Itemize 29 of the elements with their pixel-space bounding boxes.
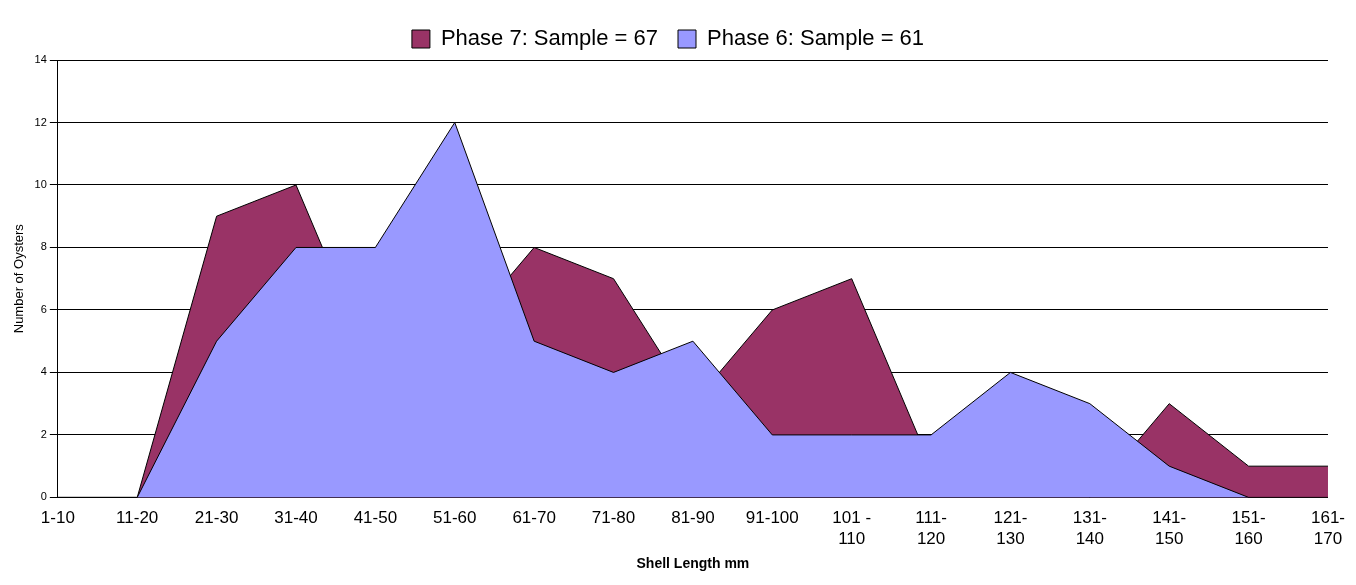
x-tick-label: 51-60 <box>433 508 477 528</box>
x-tick-label: 111-120 <box>915 508 947 548</box>
x-tick-label: 41-50 <box>353 508 398 528</box>
x-tick-label: 161-170 <box>1310 508 1345 548</box>
x-tick-label: 71-80 <box>591 508 636 528</box>
x-tick-label: 151-160 <box>1231 508 1266 548</box>
y-tick-label: 12 <box>34 115 47 128</box>
y-tick-label: 0 <box>40 490 47 503</box>
x-axis-title: Shell Length mm <box>636 555 750 572</box>
legend-label: Phase 6: Sample = 61 <box>707 25 925 51</box>
y-tick-label: 4 <box>40 365 47 378</box>
x-tick-label: 101 - 110 <box>832 508 872 548</box>
x-tick-label: 21-30 <box>194 508 239 528</box>
y-tick-label: 8 <box>40 240 47 253</box>
y-tick-label: 14 <box>34 53 47 66</box>
x-tick-label: 31-40 <box>274 508 318 528</box>
x-tick-label: 141-150 <box>1152 508 1187 548</box>
x-tick-label: 61-70 <box>512 508 556 528</box>
y-tick-label: 6 <box>40 302 47 315</box>
x-tick-label: 91-100 <box>745 508 799 528</box>
x-tick-label: 11-20 <box>116 508 159 528</box>
x-tick-label: 81-90 <box>671 508 715 528</box>
legend-label: Phase 7: Sample = 67 <box>440 25 658 51</box>
y-tick-label: 2 <box>40 427 47 440</box>
x-tick-label: 121-130 <box>993 508 1028 548</box>
x-tick-label: 131-140 <box>1072 508 1107 548</box>
y-axis-title: Number of Oysters <box>11 223 27 334</box>
y-tick-label: 10 <box>34 178 47 190</box>
x-tick-label: 1-10 <box>40 508 75 528</box>
